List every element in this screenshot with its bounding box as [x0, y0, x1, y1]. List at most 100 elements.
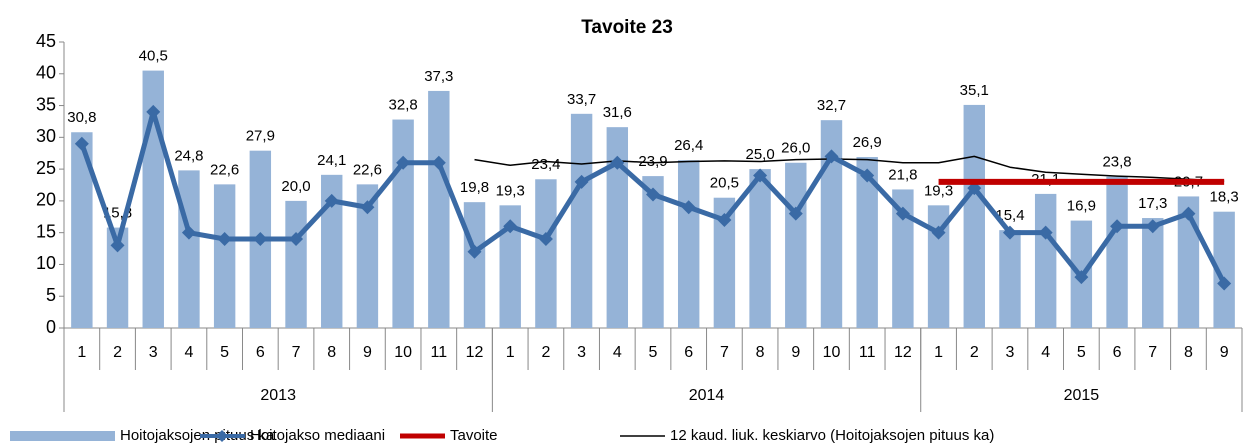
marker — [681, 200, 696, 215]
marker — [931, 225, 946, 240]
bar — [1142, 218, 1164, 328]
x-tick-label: 5 — [220, 344, 229, 361]
marker — [503, 219, 518, 234]
marker — [396, 155, 411, 170]
x-tick-label: 10 — [823, 344, 841, 361]
data-label: 40,5 — [139, 48, 168, 65]
bar — [1034, 193, 1057, 328]
data-label: 22,6 — [210, 161, 239, 178]
x-tick-label: 2 — [970, 344, 979, 361]
marker — [610, 155, 625, 170]
x-tick-label: 9 — [1220, 344, 1229, 361]
legend-swatch — [10, 431, 115, 441]
data-label: 30,8 — [67, 109, 96, 126]
y-tick-label: 0 — [46, 317, 56, 337]
legend-marker — [216, 430, 228, 442]
data-label: 25,0 — [745, 146, 774, 163]
x-tick-label: 7 — [1148, 344, 1157, 361]
bar — [892, 189, 914, 328]
bar — [463, 202, 486, 328]
x-tick-label: 8 — [1184, 344, 1193, 361]
x-tick-label: 2 — [113, 344, 122, 361]
data-label: 23,9 — [638, 153, 667, 170]
marker — [538, 232, 553, 247]
marker — [1074, 270, 1089, 285]
bar — [963, 104, 985, 328]
x-tick-label: 4 — [184, 344, 193, 361]
marker — [181, 225, 196, 240]
marker — [360, 200, 375, 215]
bar — [749, 169, 771, 328]
bar — [1213, 211, 1235, 328]
marker — [289, 232, 304, 247]
marker — [753, 168, 768, 183]
x-tick-label: 7 — [720, 344, 729, 361]
data-label: 31,6 — [603, 104, 632, 121]
x-tick-label: 3 — [149, 344, 158, 361]
data-label: 24,8 — [174, 147, 203, 164]
group-label: 2015 — [1064, 387, 1100, 404]
data-label: 32,8 — [389, 97, 418, 114]
x-tick-label: 12 — [466, 344, 484, 361]
data-label: 20,0 — [281, 178, 310, 195]
bar — [1106, 176, 1128, 328]
x-tick-label: 12 — [894, 344, 912, 361]
data-label: 23,4 — [531, 156, 560, 173]
bar — [213, 184, 236, 328]
data-label: 22,6 — [353, 161, 382, 178]
x-tick-label: 3 — [1006, 344, 1015, 361]
bar — [178, 170, 200, 328]
data-label: 35,1 — [960, 82, 989, 99]
data-label: 21,8 — [888, 166, 917, 183]
marker — [1038, 225, 1053, 240]
marker — [253, 232, 268, 247]
marker — [1145, 219, 1160, 234]
x-tick-label: 6 — [256, 344, 265, 361]
bar — [499, 205, 521, 328]
data-label: 37,3 — [424, 68, 453, 85]
marker — [431, 155, 446, 170]
data-label: 26,9 — [853, 134, 882, 151]
y-tick-label: 45 — [36, 31, 56, 51]
marker — [574, 174, 589, 189]
data-label: 19,3 — [924, 182, 953, 199]
x-tick-label: 5 — [649, 344, 658, 361]
marker — [717, 212, 732, 227]
marker — [895, 206, 910, 221]
bar — [856, 157, 878, 328]
data-label: 26,0 — [781, 140, 810, 157]
marker — [467, 244, 482, 259]
marker — [146, 104, 161, 119]
legend-label: Hoitojaksojen pituus ka — [120, 427, 275, 444]
bar — [535, 179, 557, 328]
bar — [356, 184, 379, 328]
marker — [110, 238, 125, 253]
legend-label: Hoitojakso mediaani — [250, 427, 385, 444]
group-label: 2014 — [689, 387, 725, 404]
bar — [677, 160, 700, 328]
marker — [217, 232, 232, 247]
data-label: 16,9 — [1067, 198, 1096, 215]
x-tick-label: 3 — [577, 344, 586, 361]
marker — [860, 168, 875, 183]
data-label: 23,8 — [1102, 154, 1131, 171]
x-tick-label: 8 — [756, 344, 765, 361]
chart-title: Tavoite 23 — [581, 17, 673, 38]
x-tick-label: 8 — [327, 344, 336, 361]
marker — [788, 206, 803, 221]
data-label: 19,8 — [460, 179, 489, 196]
x-tick-label: 1 — [506, 344, 515, 361]
x-tick-label: 10 — [394, 344, 412, 361]
x-tick-label: 7 — [292, 344, 301, 361]
y-tick-label: 5 — [46, 285, 56, 305]
x-tick-label: 2 — [541, 344, 550, 361]
y-tick-label: 10 — [36, 253, 56, 273]
bar — [606, 127, 629, 328]
x-tick-label: 5 — [1077, 344, 1086, 361]
bar — [785, 162, 807, 328]
data-label: 33,7 — [567, 91, 596, 108]
marker — [824, 149, 839, 164]
y-tick-label: 35 — [36, 94, 56, 114]
bar — [392, 119, 414, 328]
